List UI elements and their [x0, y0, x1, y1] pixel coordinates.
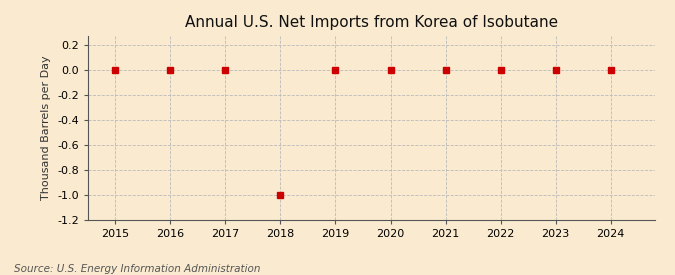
Title: Annual U.S. Net Imports from Korea of Isobutane: Annual U.S. Net Imports from Korea of Is…: [185, 15, 558, 31]
Y-axis label: Thousand Barrels per Day: Thousand Barrels per Day: [41, 56, 51, 200]
Text: Source: U.S. Energy Information Administration: Source: U.S. Energy Information Administ…: [14, 264, 260, 274]
